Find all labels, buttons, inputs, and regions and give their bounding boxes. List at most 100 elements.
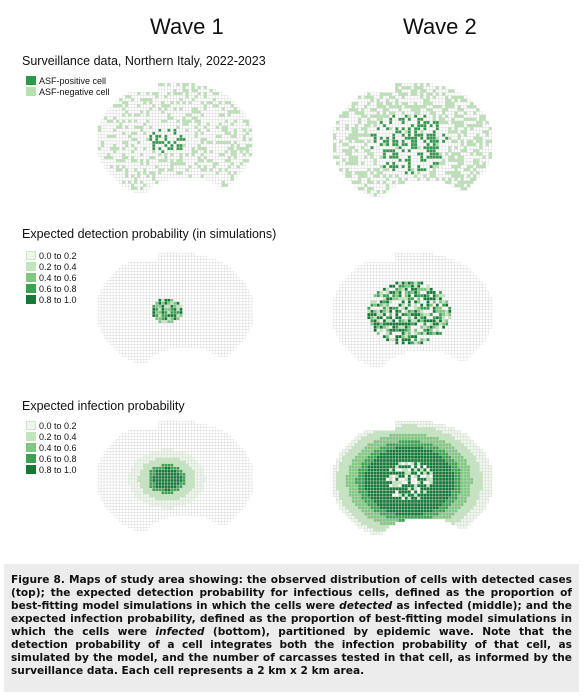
map-cell bbox=[432, 306, 437, 311]
map-cell bbox=[128, 329, 132, 333]
map-cell bbox=[454, 130, 458, 134]
map-cell bbox=[197, 143, 201, 148]
map-cell bbox=[170, 307, 174, 312]
map-cell bbox=[158, 125, 162, 129]
map-cell bbox=[137, 149, 141, 154]
map-cell bbox=[137, 116, 141, 120]
map-cell bbox=[479, 155, 483, 159]
map-cell bbox=[197, 146, 201, 151]
map-cell bbox=[233, 113, 238, 117]
map-cell bbox=[131, 128, 135, 133]
map-cell bbox=[218, 283, 222, 287]
map-cell bbox=[191, 268, 195, 272]
map-cell bbox=[224, 171, 229, 175]
map-cell bbox=[351, 303, 356, 307]
map-cell bbox=[441, 161, 446, 166]
map-cell bbox=[134, 341, 138, 345]
map-cell bbox=[245, 298, 250, 303]
map-cell bbox=[457, 278, 461, 282]
map-cell bbox=[131, 137, 135, 142]
map-cell bbox=[239, 159, 244, 163]
map-cell bbox=[176, 110, 180, 114]
map-cell bbox=[115, 125, 120, 129]
map-cell bbox=[212, 335, 216, 339]
map-cell bbox=[115, 271, 120, 275]
map-cell bbox=[373, 290, 377, 295]
map-cell bbox=[227, 292, 232, 296]
map-cell bbox=[342, 152, 346, 156]
map-cell bbox=[158, 140, 162, 145]
map-cell bbox=[164, 262, 168, 266]
map-cell bbox=[200, 326, 204, 330]
map-cell bbox=[398, 89, 402, 93]
map-cell bbox=[454, 105, 458, 109]
map-cell bbox=[438, 155, 443, 159]
map-cell bbox=[382, 168, 387, 172]
map-cell bbox=[164, 134, 168, 139]
map-cell bbox=[410, 114, 415, 118]
map-cell bbox=[203, 101, 207, 105]
map-cell bbox=[115, 326, 120, 330]
map-cell bbox=[360, 174, 365, 178]
map-cell bbox=[158, 92, 162, 96]
map-cell bbox=[197, 301, 201, 306]
map-cell bbox=[230, 177, 235, 181]
map-cell bbox=[143, 183, 147, 187]
map-cell bbox=[230, 149, 235, 154]
map-cell bbox=[103, 286, 108, 290]
map-cell bbox=[215, 298, 219, 303]
map-cell bbox=[351, 174, 356, 178]
map-cell bbox=[173, 313, 177, 318]
map-cell bbox=[401, 95, 405, 100]
map-cell bbox=[426, 136, 430, 141]
map-cell bbox=[413, 98, 418, 103]
map-cell bbox=[367, 271, 371, 276]
map-cell bbox=[482, 300, 486, 304]
map-cell bbox=[128, 177, 132, 181]
map-cell bbox=[128, 298, 132, 303]
map-cell bbox=[336, 303, 340, 307]
map-cell bbox=[230, 119, 235, 123]
map-cell bbox=[188, 344, 192, 348]
map-cell bbox=[230, 304, 235, 309]
map-cell bbox=[245, 137, 250, 142]
map-cell bbox=[112, 128, 117, 133]
map-cell bbox=[188, 255, 192, 260]
map-cell bbox=[227, 277, 232, 281]
map-cell bbox=[131, 98, 135, 102]
map-cell bbox=[479, 152, 483, 156]
map-cell bbox=[170, 104, 174, 108]
map-cell bbox=[392, 297, 396, 301]
map-cell bbox=[413, 139, 418, 144]
map-cell bbox=[466, 136, 471, 141]
map-cell bbox=[466, 108, 471, 112]
map-cell bbox=[395, 89, 399, 93]
map-cell bbox=[143, 110, 147, 114]
map-cell bbox=[155, 332, 159, 336]
map-cell bbox=[200, 262, 204, 266]
map-cell bbox=[429, 111, 433, 115]
map-cell bbox=[233, 277, 238, 281]
map-cell bbox=[441, 271, 446, 276]
map-cell bbox=[479, 287, 483, 292]
map-cell bbox=[351, 117, 356, 122]
map-cell bbox=[218, 301, 222, 306]
map-cell bbox=[354, 300, 359, 304]
map-cell bbox=[146, 353, 150, 357]
map-cell bbox=[438, 136, 443, 141]
map-cell bbox=[407, 174, 412, 178]
map-cell bbox=[454, 114, 458, 118]
map-cell bbox=[348, 161, 352, 166]
map-cell bbox=[97, 134, 102, 139]
map-cell bbox=[435, 268, 440, 273]
map-cell bbox=[370, 271, 374, 276]
map-cell bbox=[364, 161, 368, 166]
map-cell bbox=[479, 293, 483, 298]
map-cell bbox=[457, 177, 461, 181]
map-cell bbox=[167, 289, 171, 293]
map-cell bbox=[194, 265, 198, 269]
map-cell bbox=[197, 258, 201, 263]
map-cell bbox=[182, 271, 186, 275]
map-cell bbox=[128, 283, 132, 287]
map-cell bbox=[182, 332, 186, 336]
